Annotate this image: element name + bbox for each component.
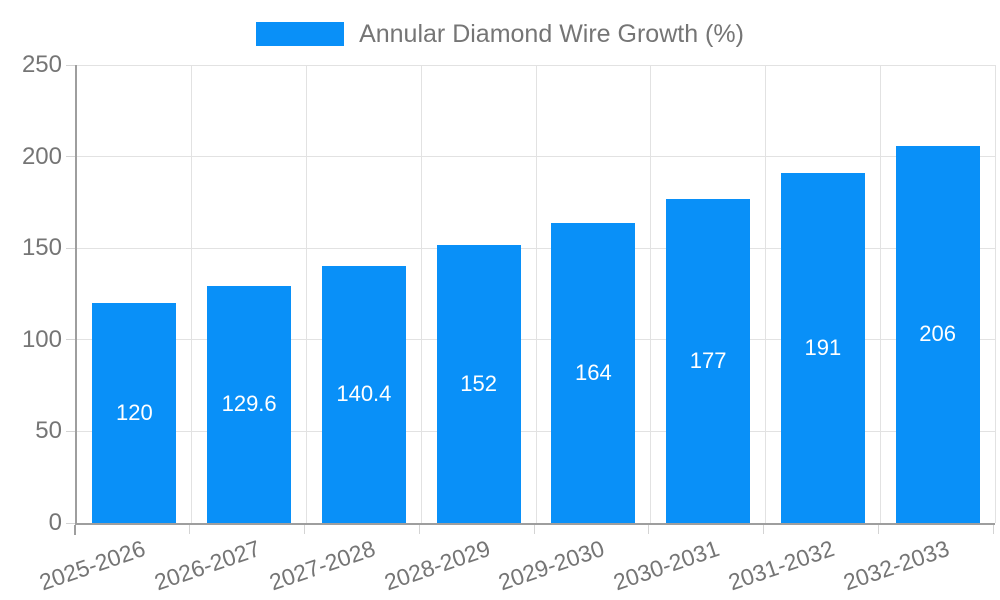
- bar-2031-2032[interactable]: 191: [780, 173, 865, 523]
- legend-swatch-icon: [256, 22, 345, 46]
- bar-value-label: 129.6: [221, 391, 277, 417]
- bar-value-label: 120: [116, 400, 153, 426]
- x-tick-mark: [992, 525, 994, 534]
- gridline-vertical: [650, 65, 652, 523]
- gridline-vertical: [994, 65, 996, 523]
- bar-2028-2029[interactable]: 152: [436, 244, 521, 523]
- y-tick-mark: [66, 156, 75, 158]
- plot-area: 120 129.6 140.4 152 164 177 191 206: [75, 64, 996, 525]
- x-axis-origin-tick: [74, 525, 76, 535]
- gridline-vertical: [420, 65, 422, 523]
- bar-value-label: 206: [919, 321, 956, 347]
- y-tick-label: 200: [21, 142, 62, 170]
- gridline-vertical: [191, 65, 193, 523]
- gridline-vertical: [765, 65, 766, 523]
- y-tick-mark: [66, 64, 75, 66]
- y-tick-label: 0: [48, 509, 62, 536]
- x-tick-mark: [418, 525, 420, 534]
- x-tick-mark: [763, 525, 764, 534]
- y-tick-label: 250: [21, 51, 62, 78]
- y-tick-mark: [66, 339, 75, 341]
- bar-2027-2028[interactable]: 140.4: [321, 265, 406, 523]
- gridline-vertical: [535, 65, 537, 523]
- bar-2032-2033[interactable]: 206: [895, 145, 980, 523]
- x-tick-mark: [304, 525, 305, 534]
- x-tick-mark: [533, 525, 535, 534]
- bar-value-label: 177: [689, 347, 727, 373]
- legend-label: Annular Diamond Wire Growth (%): [359, 20, 744, 48]
- y-tick-mark: [66, 430, 75, 432]
- y-tick-mark: [66, 522, 75, 524]
- x-tick-mark: [877, 525, 879, 534]
- bar-value-label: 164: [575, 359, 612, 385]
- bar-value-label: 152: [460, 370, 497, 396]
- y-tick-label: 50: [35, 417, 62, 445]
- bar-value-label: 140.4: [336, 381, 392, 407]
- x-tick-mark: [189, 525, 191, 534]
- y-tick-label: 150: [21, 234, 62, 262]
- y-tick-label: 100: [21, 325, 62, 353]
- bar-2030-2031[interactable]: 177: [666, 198, 751, 523]
- gridline-vertical: [306, 65, 307, 523]
- bar-2026-2027[interactable]: 129.6: [207, 285, 292, 523]
- y-tick-mark: [66, 247, 75, 249]
- bar-2025-2026[interactable]: 120: [92, 303, 177, 523]
- bar-2029-2030[interactable]: 164: [551, 222, 636, 523]
- bar-value-label: 191: [804, 335, 842, 361]
- x-tick-mark: [648, 525, 650, 534]
- gridline-vertical: [879, 65, 881, 523]
- legend[interactable]: Annular Diamond Wire Growth (%): [0, 14, 1000, 54]
